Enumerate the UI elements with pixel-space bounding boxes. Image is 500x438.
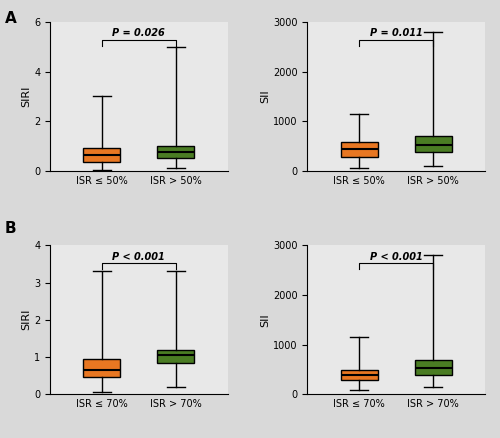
PathPatch shape	[84, 359, 120, 378]
Text: B: B	[5, 221, 16, 236]
Y-axis label: SII: SII	[260, 313, 270, 327]
PathPatch shape	[158, 350, 194, 363]
Text: P = 0.026: P = 0.026	[112, 28, 165, 38]
Y-axis label: SIRI: SIRI	[21, 86, 31, 107]
Text: P = 0.011: P = 0.011	[370, 28, 422, 38]
PathPatch shape	[340, 370, 378, 380]
Text: P < 0.001: P < 0.001	[112, 252, 165, 261]
PathPatch shape	[84, 148, 120, 162]
Y-axis label: SIRI: SIRI	[21, 309, 31, 330]
Text: P < 0.001: P < 0.001	[370, 252, 422, 261]
PathPatch shape	[158, 146, 194, 159]
Y-axis label: SII: SII	[260, 89, 270, 103]
Text: A: A	[5, 11, 17, 26]
PathPatch shape	[340, 142, 378, 157]
PathPatch shape	[414, 136, 452, 152]
PathPatch shape	[414, 360, 452, 375]
